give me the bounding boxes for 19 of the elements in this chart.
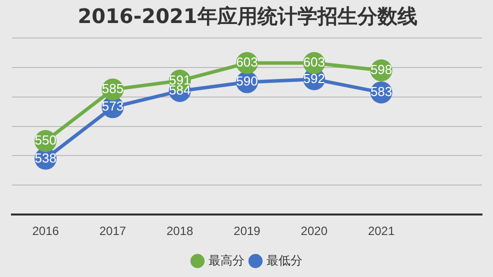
data-label: 583 [370,84,392,100]
legend-label: 最高分 [208,253,244,268]
data-label: 538 [34,150,56,166]
x-tick-label: 2021 [368,224,395,238]
legend-label: 最低分 [266,253,302,268]
x-tick-label: 2020 [300,224,328,238]
data-label: 603 [236,54,258,70]
data-label: 603 [303,54,325,70]
data-label: 592 [303,70,325,86]
chart-title: 2016-2021年应用统计学招生分数线 [78,4,418,28]
data-label: 590 [236,74,258,89]
x-tick-label: 2018 [166,224,194,238]
x-tick-label: 2017 [99,224,126,238]
x-tick-label: 2016 [32,224,60,238]
data-label: 585 [102,81,124,96]
data-label: 550 [34,132,56,148]
data-label: 598 [370,62,392,77]
data-label: 573 [102,98,124,114]
x-tick-label: 2019 [234,224,261,238]
